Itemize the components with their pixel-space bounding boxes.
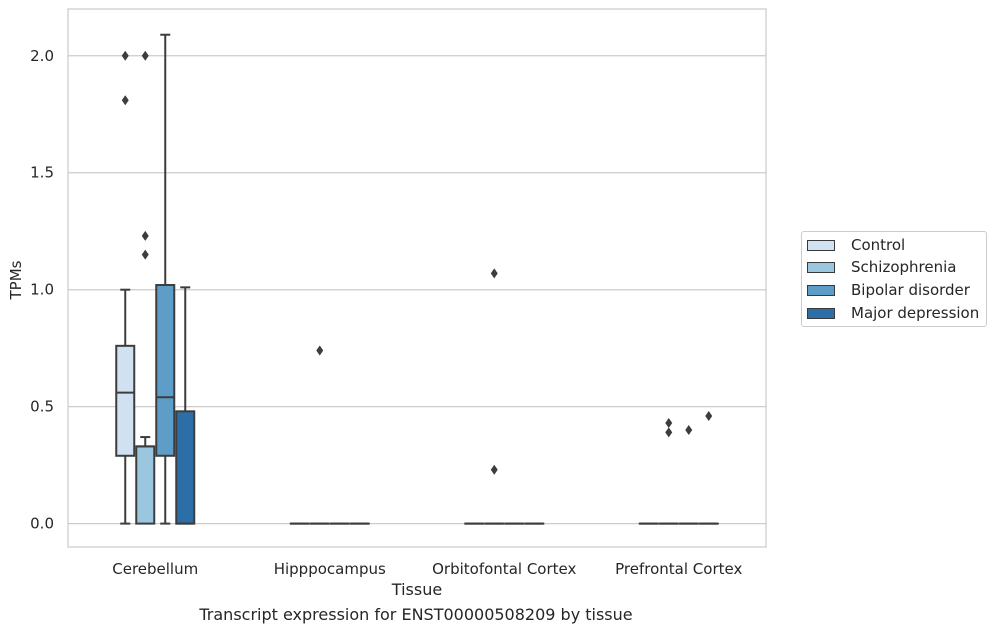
legend: Control Schizophrenia Bipolar disorder M… xyxy=(801,231,987,327)
box-body xyxy=(115,344,136,457)
outlier-point xyxy=(665,427,673,438)
box-series xyxy=(115,33,719,525)
outlier-point xyxy=(685,425,693,436)
box-major-depression xyxy=(175,286,196,525)
x-tick-label: Cerebellum xyxy=(112,560,198,578)
x-tick-label: Prefrontal Cortex xyxy=(615,560,742,578)
box-bipolar-disorder xyxy=(155,33,176,525)
box-schizophrenia xyxy=(484,268,505,525)
outlier-point xyxy=(121,95,129,106)
y-axis-label: TPMs xyxy=(7,260,25,300)
legend-item-control: Control xyxy=(807,235,905,255)
box-schizophrenia xyxy=(309,345,330,525)
legend-item-bipolar-disorder: Bipolar disorder xyxy=(807,280,970,300)
y-tick-labels: 0.0 0.5 1.0 1.5 2.0 xyxy=(30,47,54,533)
box-body xyxy=(135,445,156,525)
y-tick-label: 1.0 xyxy=(30,281,54,299)
outlier-point xyxy=(705,411,713,422)
box-body xyxy=(175,410,196,525)
box-body xyxy=(155,284,176,457)
y-tick-label: 2.0 xyxy=(30,47,54,65)
y-tick-label: 0.0 xyxy=(30,515,54,533)
outlier-point xyxy=(141,230,149,241)
x-axis-label: Tissue xyxy=(391,580,442,599)
legend-swatch-bipolar-disorder xyxy=(807,284,835,296)
box-bipolar-disorder xyxy=(678,425,699,525)
box-major-depression xyxy=(698,411,719,525)
outlier-point xyxy=(490,268,498,279)
y-tick-label: 0.5 xyxy=(30,398,54,416)
outlier-point xyxy=(316,345,324,356)
legend-label-bipolar-disorder: Bipolar disorder xyxy=(851,281,970,299)
outlier-point xyxy=(141,249,149,260)
x-tick-label: Orbitofontal Cortex xyxy=(432,560,576,578)
box-schizophrenia xyxy=(135,50,156,525)
outlier-point xyxy=(141,50,149,61)
legend-label-schizophrenia: Schizophrenia xyxy=(851,258,957,276)
chart-caption: Transcript expression for ENST0000050820… xyxy=(199,605,633,624)
outlier-point xyxy=(490,464,498,475)
plot-frame xyxy=(67,8,767,548)
legend-label-control: Control xyxy=(851,236,906,254)
outlier-point xyxy=(665,418,673,429)
box-schizophrenia xyxy=(658,418,679,525)
legend-label-major-depression: Major depression xyxy=(851,304,980,322)
legend-item-major-depression: Major depression xyxy=(807,303,979,323)
legend-swatch-schizophrenia xyxy=(807,261,835,273)
x-tick-labels: Cerebellum Hipppocampus Orbitofontal Corte… xyxy=(112,560,742,578)
legend-item-schizophrenia: Schizophrenia xyxy=(807,257,956,277)
legend-swatch-control xyxy=(807,239,835,251)
y-tick-label: 1.5 xyxy=(30,164,54,182)
box-control xyxy=(115,50,136,525)
legend-swatch-major-depression xyxy=(807,307,835,319)
x-tick-label: Hipppocampus xyxy=(274,560,386,578)
outlier-point xyxy=(121,50,129,61)
